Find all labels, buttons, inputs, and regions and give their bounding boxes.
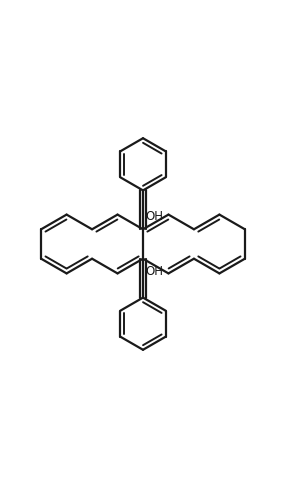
Text: OH: OH: [145, 265, 163, 278]
Text: OH: OH: [145, 210, 163, 223]
